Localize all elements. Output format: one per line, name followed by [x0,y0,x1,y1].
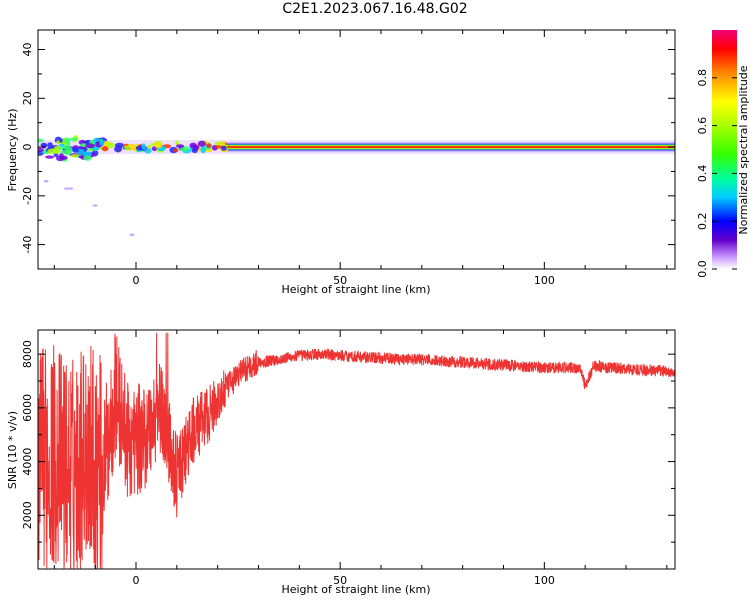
spectrogram-blob [220,140,226,146]
spectrogram-blob [192,144,200,151]
snr-y-tick-label: 4000 [21,448,34,476]
spectrogram-y-tick-label: -20 [21,187,34,205]
spectrogram-blob [106,142,115,149]
spectrogram-blob [64,137,70,144]
spectrogram-x-tick-label: 0 [133,274,140,287]
spectrogram-heatmap [38,135,675,237]
spectrogram-blob [99,140,104,146]
spectrogram-frame [37,29,676,270]
spectrogram-blob [53,145,60,152]
colorbar-tick-label: 0.0 [696,260,709,278]
spectrogram-y-axis-label: Frequency (Hz) [6,109,19,192]
spectrogram-blob [38,138,45,143]
spectrogram-blob [70,154,79,158]
spectrogram-blob [200,146,206,154]
spectrogram-y-tick-label: 0 [21,144,34,151]
spectrogram-x-tick-label: 50 [333,274,347,287]
spectrogram-blob [60,150,71,154]
colorbar-tick-label: 0.8 [696,69,709,87]
colorbar-tick-label: 0.4 [696,165,709,183]
spectrogram-blob [63,146,68,150]
snr-x-tick-label: 100 [534,574,555,587]
spectrogram-stray-point [64,187,70,190]
spectrogram-blob [206,143,212,148]
snr-series-line [38,332,675,569]
spectrogram-y-tick-label: -40 [21,236,34,254]
spectrogram-y-tick-label: 40 [21,43,34,57]
spectrogram-blob [38,147,44,153]
snr-x-tick-label: 0 [133,574,140,587]
snr-x-tick-label: 50 [333,574,347,587]
figure-title: C2E1.2023.067.16.48.G02 [282,1,468,17]
spectrogram-ticks: 0 50 100 -40 -20 0 20 40 [21,30,675,287]
snr-frame [37,329,676,570]
spectrogram-blob [124,145,130,151]
snr-y-tick-label: 6000 [21,394,34,422]
spectrogram-panel: 0 50 100 -40 -20 0 20 40 Height of straight lin… [6,29,676,296]
spectrogram-blob [144,148,152,154]
spectrogram-blob [83,155,92,161]
spectrogram-blob [59,143,65,147]
spectrogram-blob [69,137,78,142]
spectrogram-stray-point [129,233,135,237]
spectrogram-blob [40,142,48,148]
snr-y-axis-label: SNR (10 * v/v) [6,411,19,489]
colorbar-tick-label: 0.6 [696,117,709,135]
spectrogram-x-tick-label: 100 [534,274,555,287]
spectrogram-blob [85,143,95,149]
spectrogram-blob [72,147,79,153]
snr-x-axis-label: Height of straight line (km) [281,583,430,596]
spectrogram-blob [114,145,123,153]
spectrogram-stray-point [68,187,74,190]
spectrogram-y-tick-label: 20 [21,91,34,105]
snr-y-tick-label: 2000 [21,501,34,529]
spectrogram-blob [141,143,147,150]
spectrogram-blob [101,146,109,152]
spectrogram-blob [154,141,163,149]
snr-ticks: 0 50 100 2000 4000 6000 8000 [21,330,675,587]
spectrogram-blob [197,140,207,147]
colorbar-tick-label: 0.2 [696,212,709,230]
colorbar-ticks: 0.0 0.2 0.4 0.6 0.8 [696,69,737,278]
spectrogram-x-axis-label: Height of straight line (km) [281,283,430,296]
spectrogram-blob [175,144,184,148]
spectrogram-stray-point [43,180,49,183]
spectrogram-blob [220,145,227,151]
spectrogram-stray-point [92,204,98,207]
spectrogram-blob [56,155,65,162]
spectrogram-blob [214,141,223,145]
colorbar-gradient [712,30,737,269]
colorbar-label: Normalized spectral amplitude [737,65,750,234]
spectrogram-blob [173,148,179,153]
spectrogram-blob [214,145,223,149]
spectrogram-blob [45,155,55,159]
snr-panel: 0 50 100 2000 4000 6000 8000 Height of straigh… [6,329,676,596]
spectrogram-core-band [225,146,675,148]
spectrogram-blob [147,144,152,150]
colorbar: 0.0 0.2 0.4 0.6 0.8 Normalized spectral ampl… [696,30,750,278]
snr-y-tick-label: 8000 [21,340,34,368]
